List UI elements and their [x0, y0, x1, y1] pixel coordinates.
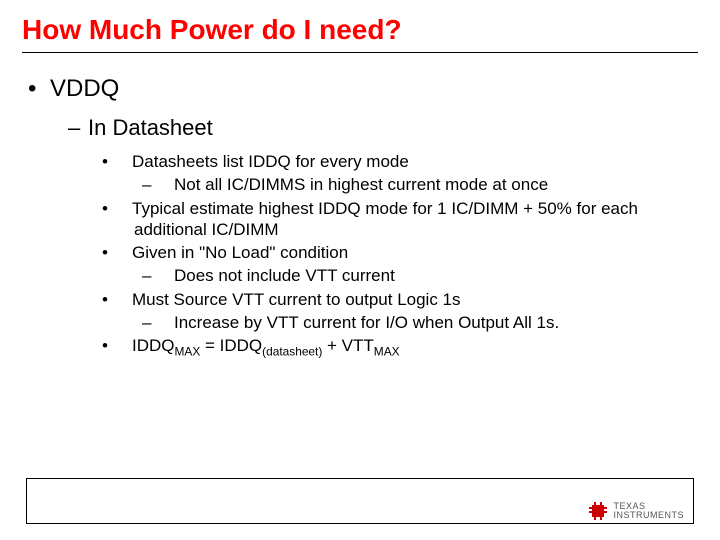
bullet-text: Typical estimate highest IDDQ mode for 1…: [132, 199, 638, 239]
bullet-marker: •: [118, 242, 132, 263]
bullet-marker: •: [118, 335, 132, 356]
bullet-level4: – Does not include VTT current: [158, 265, 698, 286]
bullet-text: In Datasheet: [88, 115, 213, 140]
bullet-marker: –: [158, 265, 174, 286]
bullet-level3: • Typical estimate highest IDDQ mode for…: [118, 198, 688, 241]
formula-text: = IDDQ: [200, 336, 262, 355]
logo-text: TEXAS INSTRUMENTS: [614, 502, 685, 520]
bullet-text: Given in "No Load" condition: [132, 243, 348, 262]
bullet-level1: •VDDQ: [28, 75, 698, 103]
bullet-text: Does not include VTT current: [174, 266, 395, 285]
formula-line: • IDDQMAX = IDDQ(datasheet) + VTTMAX: [118, 335, 688, 359]
title-underline: [22, 52, 698, 53]
bullet-dot: •: [28, 75, 50, 103]
formula-subscript: (datasheet): [262, 344, 322, 358]
bullet-marker: –: [158, 174, 174, 195]
bullet-marker: •: [118, 151, 132, 172]
bullet-list: • Datasheets list IDDQ for every mode– N…: [22, 151, 698, 333]
bullet-level3: • Given in "No Load" condition: [118, 242, 688, 263]
bullet-text: Must Source VTT current to output Logic …: [132, 290, 461, 309]
ti-logo: TEXAS INSTRUMENTS: [588, 502, 685, 520]
bullet-text: Datasheets list IDDQ for every mode: [132, 152, 409, 171]
ti-chip-icon: [588, 502, 608, 520]
bullet-marker: –: [158, 312, 174, 333]
bullet-level2: –In Datasheet: [68, 115, 698, 141]
bullet-marker: •: [118, 198, 132, 219]
bullet-level3: • Must Source VTT current to output Logi…: [118, 289, 688, 310]
bullet-text: Not all IC/DIMMS in highest current mode…: [174, 175, 548, 194]
bullet-marker: •: [118, 289, 132, 310]
bullet-level3: • Datasheets list IDDQ for every mode: [118, 151, 688, 172]
slide-title: How Much Power do I need?: [22, 14, 698, 46]
logo-line2: INSTRUMENTS: [614, 511, 685, 520]
bullet-level4: – Increase by VTT current for I/O when O…: [158, 312, 698, 333]
bullet-dash: –: [68, 115, 88, 141]
bullet-text: Increase by VTT current for I/O when Out…: [174, 313, 559, 332]
bullet-text: VDDQ: [50, 75, 119, 102]
bullet-level4: – Not all IC/DIMMS in highest current mo…: [158, 174, 698, 195]
slide: How Much Power do I need? •VDDQ –In Data…: [0, 0, 720, 540]
formula-subscript: MAX: [374, 344, 400, 358]
formula-subscript: MAX: [175, 344, 201, 358]
formula-text: IDDQ: [132, 336, 175, 355]
formula-text: + VTT: [322, 336, 373, 355]
